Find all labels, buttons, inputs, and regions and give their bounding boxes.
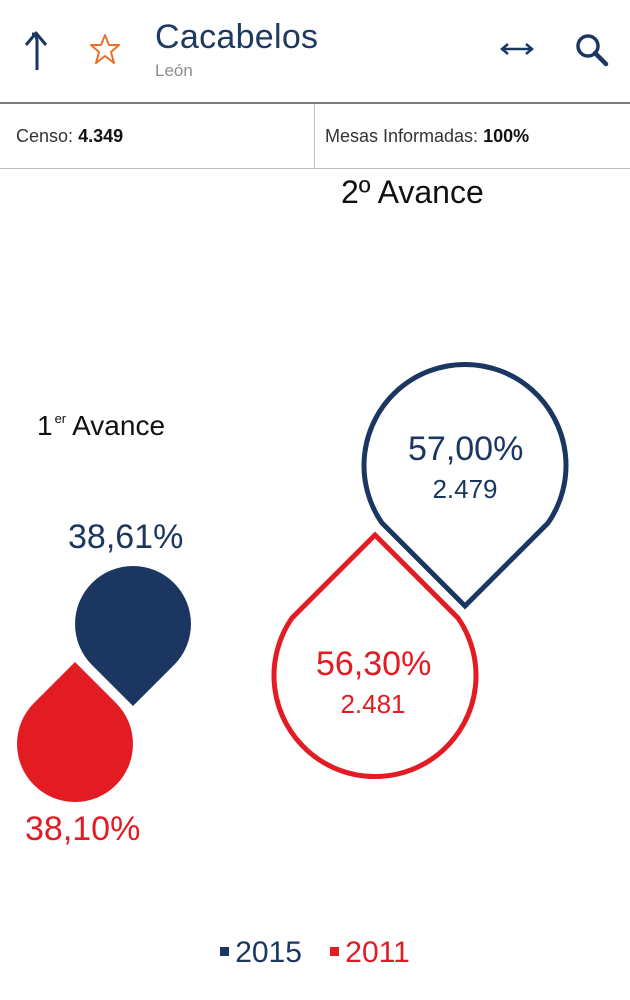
drop-avance2-2011 — [271, 531, 479, 779]
legend-item-2015: 2015 — [220, 936, 302, 970]
avance2-2011-count: 2.481 — [340, 689, 406, 719]
first-avance-word: Avance — [72, 410, 166, 441]
avance2-2011-percent: 56,30% — [316, 645, 432, 683]
legend-label-2011: 2011 — [345, 936, 410, 969]
avance2-2015-percent: 57,00% — [408, 430, 524, 468]
header-divider — [0, 102, 630, 104]
legend-item-2011: 2011 — [330, 936, 410, 970]
mesas-info: Mesas Informadas: 100% — [325, 126, 529, 147]
legend-swatch-2015 — [220, 947, 230, 956]
drop-avance2-2015 — [361, 362, 569, 610]
censo-value: 4.349 — [78, 126, 124, 146]
first-avance-heading: 1 er Avance — [37, 410, 165, 442]
mesas-label: Mesas Informadas: — [325, 126, 479, 146]
avance1-2015-percent: 38,61% — [68, 518, 184, 556]
drop-avance1-2015 — [75, 566, 191, 706]
avance1-2011-percent: 38,10% — [25, 810, 141, 848]
mesas-value: 100% — [483, 126, 530, 146]
back-arrow-icon — [24, 31, 48, 70]
page-title: Cacabelos — [155, 18, 319, 56]
drop-avance1-2011 — [17, 662, 133, 802]
info-divider — [314, 104, 315, 168]
first-avance-sup: er — [54, 411, 67, 426]
expand-horizontal-icon — [500, 43, 534, 55]
first-avance-num: 1 — [37, 410, 53, 441]
header: Cacabelos León — [0, 0, 630, 102]
avance2-2015-count: 2.479 — [432, 474, 498, 504]
page-subtitle: León — [155, 61, 193, 80]
expand-button[interactable] — [498, 36, 536, 62]
censo-info: Censo: 4.349 — [16, 126, 123, 147]
search-button[interactable] — [574, 32, 610, 68]
legend-label-2015: 2015 — [235, 936, 302, 969]
star-icon — [90, 34, 120, 64]
second-avance-heading: 2º Avance — [341, 174, 484, 210]
legend-swatch-2011 — [330, 947, 340, 956]
legend: 2015 2011 — [0, 936, 630, 970]
censo-label: Censo: — [16, 126, 74, 146]
favorite-button[interactable] — [88, 32, 122, 66]
search-icon — [576, 34, 609, 67]
back-button[interactable] — [18, 26, 58, 72]
info-bar: Censo: 4.349 Mesas Informadas: 100% — [0, 104, 630, 169]
